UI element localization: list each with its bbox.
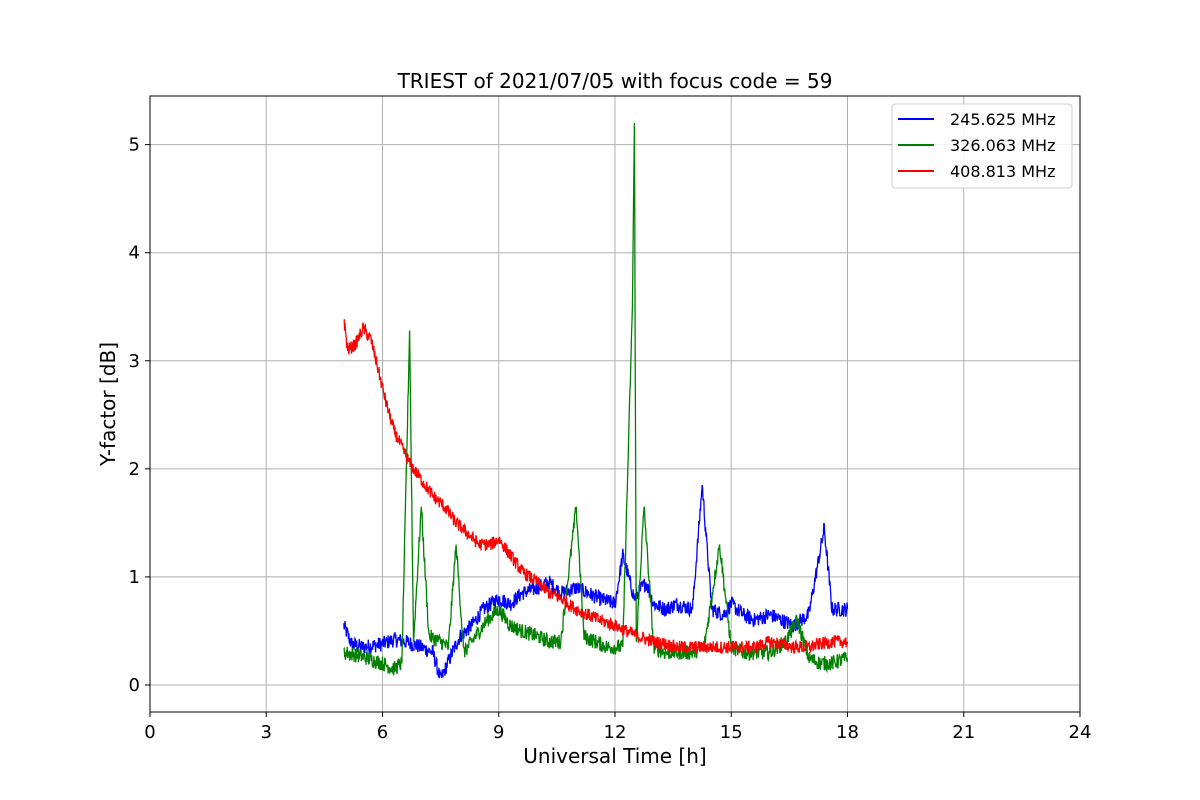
legend-entry: 326.063 MHz	[950, 136, 1055, 155]
series-line	[343, 485, 849, 679]
x-axis-label: Universal Time [h]	[523, 744, 706, 768]
chart-title: TRIEST of 2021/07/05 with focus code = 5…	[397, 69, 833, 93]
y-tick-label: 4	[129, 243, 140, 264]
x-tick-label: 12	[604, 722, 627, 743]
y-tick-label: 2	[129, 459, 140, 480]
x-tick-label: 15	[720, 722, 743, 743]
x-tick-label: 3	[261, 722, 272, 743]
legend-entry: 245.625 MHz	[950, 110, 1055, 129]
series-line	[343, 318, 849, 655]
legend-entry: 408.813 MHz	[950, 162, 1055, 181]
legend-box	[891, 103, 1073, 189]
y-tick-label: 1	[129, 567, 140, 588]
y-tick-label: 0	[129, 675, 140, 696]
legend: 245.625 MHz 326.063 MHz 408.813 MHz	[891, 103, 1073, 189]
x-tick-label: 18	[836, 722, 859, 743]
y-tick-label: 5	[129, 135, 140, 156]
x-tick-label: 0	[144, 722, 155, 743]
x-tick-label: 6	[377, 722, 388, 743]
series-layer	[343, 122, 849, 679]
x-tick-label: 24	[1069, 722, 1092, 743]
x-tick-label: 21	[952, 722, 975, 743]
y-tick-label: 3	[129, 351, 140, 372]
x-tick-label: 9	[493, 722, 504, 743]
y-axis-label: Y-factor [dB]	[96, 342, 120, 467]
